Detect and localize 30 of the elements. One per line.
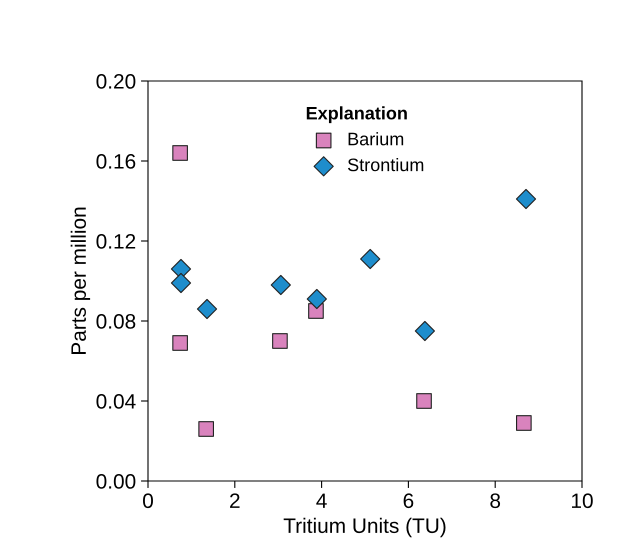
point [516,188,536,210]
legend-label: Strontium [348,158,424,172]
point [172,145,188,161]
legend-label: Barium [348,132,404,146]
x-tick-label: 2 [230,493,240,508]
point [172,335,188,351]
x-tick-label: 10 [572,493,593,508]
point [196,298,218,320]
point [414,320,436,342]
point [306,288,327,310]
y-tick-label: 0.20 [96,74,136,89]
y-tick-label: 0.00 [96,474,136,489]
x-tick-label: 4 [316,494,327,508]
x-axis-title: Tritium Units (TU) [284,518,446,538]
point [272,333,288,349]
y-tick-label: 0.16 [96,154,136,169]
x-tick-label: 8 [490,493,500,508]
point [198,421,214,437]
point [516,415,532,431]
point [416,393,432,409]
legend-title: Explanation [306,106,407,124]
x-tick-label: 6 [404,493,414,508]
point [360,248,380,270]
point [270,274,291,296]
y-tick-label: 0.08 [96,314,136,329]
point [170,272,192,294]
y-tick-label: 0.04 [96,394,136,409]
y-tick-label: 0.12 [96,234,136,249]
x-tick-label: 0 [143,493,153,508]
y-axis-title: Parts per million [70,208,90,354]
